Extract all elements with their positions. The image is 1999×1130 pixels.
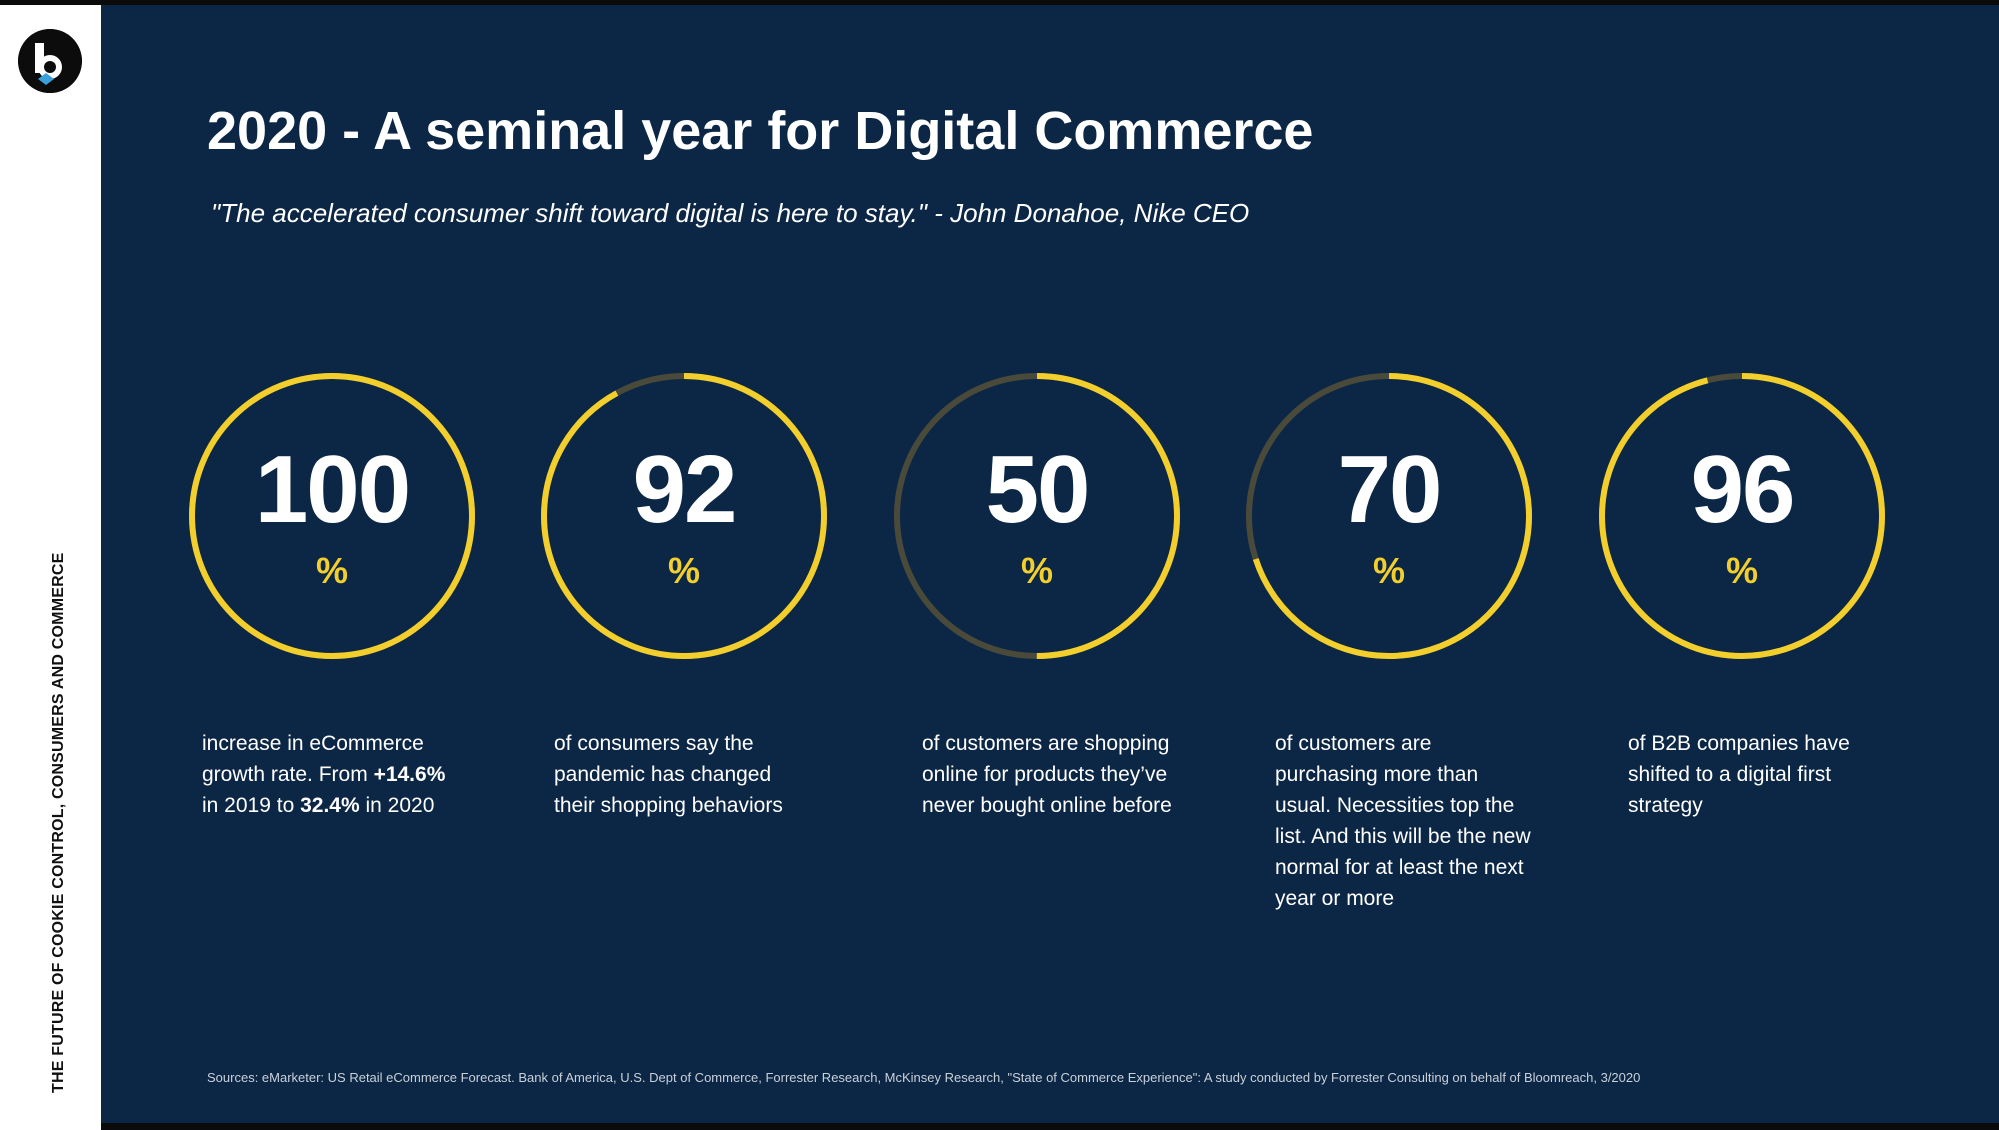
stat-unit: % bbox=[667, 550, 700, 591]
stat-description-1: increase in eCommerce growth rate. From … bbox=[202, 728, 462, 821]
progress-ring-5 bbox=[1599, 373, 1885, 659]
stat-description-4: of customers are purchasing more than us… bbox=[1275, 732, 1531, 910]
vertical-caption: THE FUTURE OF COOKIE CONTROL, CONSUMERS … bbox=[50, 552, 67, 1093]
progress-ring-1 bbox=[189, 373, 475, 659]
desc-highlight: +14.6% bbox=[373, 763, 446, 786]
stat-circle-5: 96 % bbox=[1596, 370, 1888, 662]
brand-logo-icon bbox=[18, 29, 82, 93]
stat-value: 70 bbox=[1337, 436, 1443, 543]
stat-description-3: of customers are shopping online for pro… bbox=[922, 732, 1172, 817]
desc-text: increase in eCommerce growth rate. From bbox=[202, 732, 424, 786]
stat-value: 50 bbox=[985, 436, 1091, 543]
stat-value: 100 bbox=[254, 436, 411, 543]
slide-quote: "The accelerated consumer shift toward d… bbox=[211, 198, 1250, 228]
stat-unit: % bbox=[1372, 550, 1405, 591]
stat-value: 92 bbox=[632, 436, 738, 543]
sidebar: THE FUTURE OF COOKIE CONTROL, CONSUMERS … bbox=[0, 5, 101, 1130]
stat-value: 96 bbox=[1690, 436, 1796, 543]
progress-ring-4 bbox=[1246, 373, 1532, 659]
progress-ring-3 bbox=[894, 373, 1180, 659]
stat-description-5: of B2B companies have shifted to a digit… bbox=[1628, 732, 1850, 817]
slide: 2020 - A seminal year for Digital Commer… bbox=[101, 5, 1999, 1123]
desc-highlight: 32.4% bbox=[300, 794, 360, 817]
stat-unit: % bbox=[1725, 550, 1758, 591]
stat-circle-4: 70 % bbox=[1243, 370, 1535, 662]
slide-title: 2020 - A seminal year for Digital Commer… bbox=[207, 101, 1314, 161]
stat-circle-2: 92 % bbox=[538, 370, 830, 662]
stat-unit: % bbox=[315, 550, 348, 591]
progress-ring-2 bbox=[541, 373, 827, 659]
sources-footnote: Sources: eMarketer: US Retail eCommerce … bbox=[207, 1070, 1641, 1085]
desc-text: in 2020 bbox=[359, 794, 435, 817]
stat-unit: % bbox=[1020, 550, 1053, 591]
stat-description-2: of consumers say the pandemic has change… bbox=[554, 732, 783, 817]
stat-circle-3: 50 % bbox=[891, 370, 1183, 662]
desc-text: in 2019 to bbox=[202, 794, 301, 817]
stat-circle-1: 100 % bbox=[186, 370, 478, 662]
